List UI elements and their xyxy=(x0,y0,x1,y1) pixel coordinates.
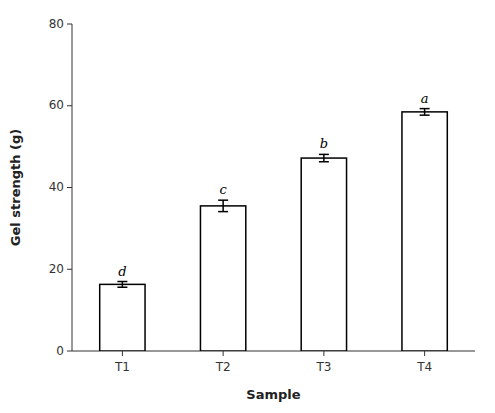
x-tick xyxy=(122,351,123,356)
x-tick-label: T4 xyxy=(416,360,432,374)
y-tick-label: 20 xyxy=(49,262,64,276)
x-tick-label: T2 xyxy=(215,360,231,374)
bar xyxy=(100,284,145,351)
x-tick xyxy=(323,351,324,356)
error-bar xyxy=(420,109,430,116)
x-axis-label: Sample xyxy=(246,387,300,402)
y-tick-label: 80 xyxy=(49,17,64,31)
x-tick xyxy=(223,351,224,356)
bar xyxy=(200,206,245,351)
y-axis-label: Gel strength (g) xyxy=(8,129,23,246)
y-axis: 0 20 40 60 80 xyxy=(49,17,72,358)
x-tick-label: T1 xyxy=(114,360,130,374)
y-tick xyxy=(67,105,72,106)
bar xyxy=(402,112,447,351)
y-tick-label: 0 xyxy=(56,344,64,358)
significance-letter: d xyxy=(118,264,126,279)
error-bar xyxy=(319,154,329,161)
bar xyxy=(301,158,346,351)
x-tick-label: T3 xyxy=(315,360,331,374)
y-tick xyxy=(67,351,72,352)
significance-letter: a xyxy=(421,91,429,106)
y-tick-label: 60 xyxy=(49,98,64,112)
x-tick xyxy=(424,351,425,356)
significance-letter: c xyxy=(219,182,227,197)
x-axis: T1 T2 T3 T4 xyxy=(72,351,475,374)
y-tick-label: 40 xyxy=(49,180,64,194)
chart-svg: 0 20 40 60 80 Gel strength (g) T1 T2 T3 T4 Sample d… xyxy=(0,0,495,413)
error-bar xyxy=(117,282,127,288)
error-bar xyxy=(218,200,228,211)
y-tick xyxy=(67,24,72,25)
plot-area xyxy=(100,109,448,351)
y-tick xyxy=(67,269,72,270)
chart-container: 0 20 40 60 80 Gel strength (g) T1 T2 T3 T4 Sample d… xyxy=(0,0,495,413)
y-tick xyxy=(67,187,72,188)
significance-letter: b xyxy=(320,136,328,151)
